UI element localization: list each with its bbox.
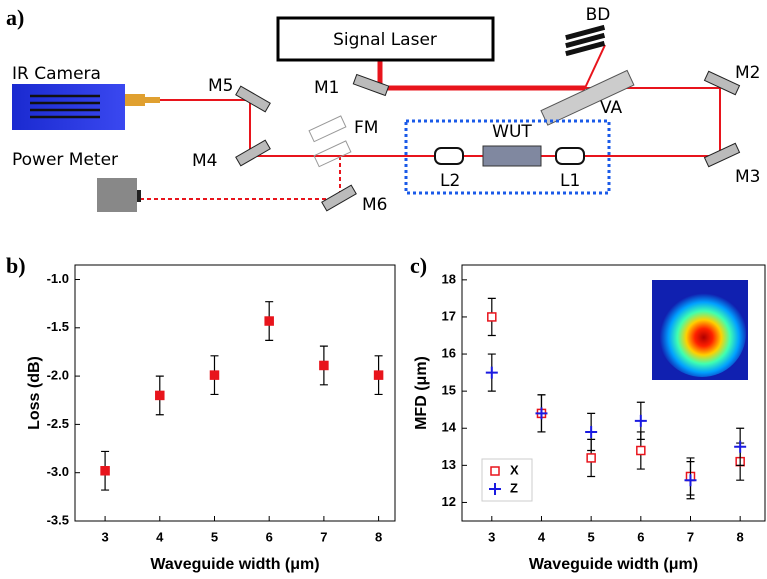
label: FM — [354, 118, 378, 138]
y-axis-label: Loss (dB) — [26, 356, 43, 430]
label: M5 — [208, 76, 233, 96]
panel-label: b) — [6, 253, 26, 278]
y-tick-label: -2.0 — [47, 368, 69, 383]
mode-image — [658, 289, 746, 377]
label: M1 — [314, 78, 339, 98]
label: L1 — [560, 171, 580, 191]
legend-label: Z — [510, 480, 518, 495]
marker — [319, 360, 329, 371]
x-tick-label: 3 — [488, 529, 495, 544]
label: M4 — [192, 151, 217, 171]
x-tick-label: 6 — [266, 529, 273, 544]
y-tick-label: 18 — [442, 271, 456, 286]
x-tick-label: 4 — [538, 529, 546, 544]
y-tick-label: -3.5 — [47, 512, 69, 527]
label: Signal Laser — [333, 30, 437, 50]
x-tick-label: 8 — [737, 529, 744, 544]
y-axis-label: MFD (μm) — [413, 356, 430, 430]
x-tick-label: 5 — [588, 529, 595, 544]
legend-marker — [489, 483, 501, 495]
panel-label: a) — [6, 5, 24, 30]
y-tick-label: 16 — [442, 345, 456, 360]
marker — [155, 390, 165, 401]
label: WUT — [492, 122, 532, 142]
label: IR Camera — [12, 64, 101, 84]
marker — [485, 366, 498, 379]
plot-frame — [461, 264, 766, 522]
marker — [585, 425, 598, 438]
label: VA — [600, 98, 623, 118]
x-tick-label: 7 — [320, 529, 327, 544]
plot-frame — [74, 264, 396, 522]
x-tick-label: 3 — [101, 529, 108, 544]
x-tick-label: 5 — [211, 529, 218, 544]
y-tick-label: -1.0 — [47, 271, 69, 286]
y-tick-label: -2.5 — [47, 416, 69, 431]
y-tick-label: 15 — [442, 383, 456, 398]
marker — [264, 316, 274, 326]
x-tick-label: 7 — [687, 529, 694, 544]
marker — [734, 440, 747, 453]
marker — [209, 370, 220, 380]
label: Power Meter — [12, 150, 118, 170]
label: M3 — [735, 167, 760, 187]
marker — [634, 414, 647, 427]
y-tick-label: 12 — [442, 494, 456, 509]
y-tick-label: -1.5 — [47, 319, 69, 334]
y-tick-label: -3.0 — [47, 464, 69, 479]
legend — [481, 458, 533, 502]
marker — [487, 312, 497, 322]
marker — [535, 407, 548, 420]
legend-label: X — [510, 462, 519, 477]
x-tick-label: 6 — [637, 529, 644, 544]
marker — [586, 453, 596, 463]
label: L2 — [440, 171, 460, 191]
y-tick-label: 17 — [442, 308, 456, 323]
y-tick-label: 14 — [442, 420, 457, 435]
x-axis-label: Waveguide width (μm) — [150, 556, 319, 573]
x-axis-label: Waveguide width (μm) — [529, 556, 698, 573]
x-tick-label: 8 — [375, 529, 382, 544]
marker — [684, 474, 697, 487]
panel-label: c) — [410, 253, 427, 278]
label: M6 — [362, 195, 387, 215]
y-tick-label: 13 — [442, 457, 456, 472]
marker — [636, 445, 646, 456]
marker — [100, 466, 110, 476]
x-tick-label: 4 — [156, 529, 164, 544]
marker — [373, 370, 384, 380]
setup-diagram: Signal Laser BD VA IR Camera Power Meter… — [12, 5, 760, 215]
legend-marker — [490, 466, 500, 476]
label: BD — [586, 5, 611, 25]
label: M2 — [735, 63, 760, 83]
